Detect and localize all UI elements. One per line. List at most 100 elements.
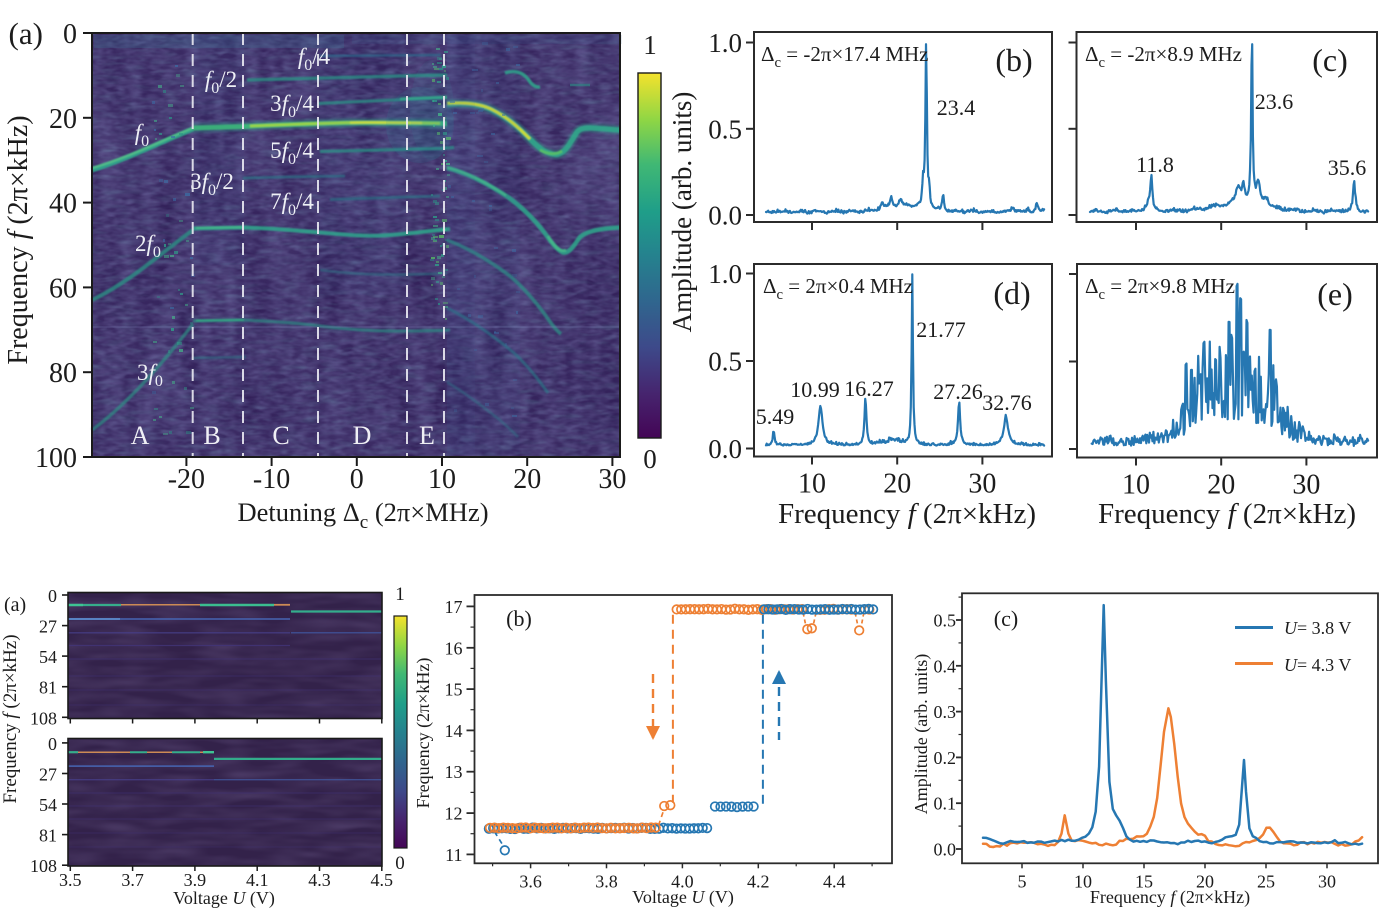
svg-text:3.6: 3.6 — [519, 871, 542, 891]
svg-text:15: 15 — [445, 680, 463, 700]
svg-text:11: 11 — [445, 845, 462, 865]
svg-text:81: 81 — [39, 826, 57, 846]
svg-text:20: 20 — [49, 104, 77, 135]
svg-text:23.6: 23.6 — [1255, 89, 1294, 114]
svg-text:Frequency (2π×kHz): Frequency (2π×kHz) — [413, 658, 434, 809]
svg-text:21.77: 21.77 — [916, 317, 966, 342]
svg-text:10: 10 — [1122, 470, 1150, 501]
svg-text:54: 54 — [39, 647, 57, 667]
svg-text:27: 27 — [39, 764, 57, 784]
svg-text:0: 0 — [350, 464, 364, 495]
svg-text:27: 27 — [39, 617, 57, 637]
svg-text:0.3: 0.3 — [934, 702, 957, 722]
svg-text:U= 4.3 V: U= 4.3 V — [1284, 655, 1351, 675]
svg-text:0.1: 0.1 — [934, 794, 957, 814]
svg-text:23.4: 23.4 — [937, 95, 976, 120]
svg-text:Amplitude (arb. units): Amplitude (arb. units) — [911, 654, 932, 814]
svg-text:1.0: 1.0 — [708, 259, 742, 289]
svg-text:(c): (c) — [994, 606, 1018, 631]
svg-text:4.0: 4.0 — [671, 871, 694, 891]
svg-text:4.4: 4.4 — [823, 871, 846, 891]
svg-text:1: 1 — [395, 584, 405, 605]
svg-text:108: 108 — [30, 856, 57, 876]
svg-text:0: 0 — [395, 853, 405, 874]
svg-text:32.76: 32.76 — [982, 390, 1032, 415]
svg-text:(b): (b) — [995, 42, 1032, 78]
svg-text:40: 40 — [49, 189, 77, 220]
svg-text:5: 5 — [1018, 871, 1027, 891]
svg-text:10: 10 — [798, 469, 826, 500]
svg-text:5.49: 5.49 — [756, 404, 795, 429]
svg-text:Voltage U (V): Voltage U (V) — [173, 888, 275, 909]
svg-text:30: 30 — [598, 464, 626, 495]
svg-text:80: 80 — [49, 358, 77, 389]
svg-text:(b): (b) — [506, 606, 532, 631]
svg-text:Frequency f (2π×kHz): Frequency f (2π×kHz) — [1090, 887, 1250, 908]
svg-text:1.0: 1.0 — [708, 28, 742, 58]
svg-text:f0: f0 — [135, 120, 149, 150]
svg-text:30: 30 — [1292, 470, 1320, 501]
svg-text:Frequency f (2π×kHz): Frequency f (2π×kHz) — [778, 498, 1036, 530]
svg-text:A: A — [131, 421, 150, 450]
svg-text:12: 12 — [445, 804, 463, 824]
svg-text:B: B — [203, 421, 220, 450]
svg-text:3.9: 3.9 — [184, 870, 207, 890]
svg-text:E: E — [419, 421, 435, 450]
svg-text:108: 108 — [30, 708, 57, 728]
svg-text:(c): (c) — [1312, 42, 1348, 78]
svg-text:D: D — [353, 421, 372, 450]
svg-text:Frequency f (2π×kHz): Frequency f (2π×kHz) — [3, 115, 34, 364]
svg-text:3.7: 3.7 — [121, 870, 144, 890]
svg-text:0.0: 0.0 — [708, 201, 742, 231]
svg-text:0.5: 0.5 — [708, 114, 742, 144]
svg-text:(a): (a) — [4, 594, 26, 616]
svg-text:17: 17 — [445, 597, 463, 617]
svg-text:54: 54 — [39, 795, 57, 815]
svg-text:13: 13 — [445, 762, 463, 782]
svg-text:10: 10 — [428, 464, 456, 495]
svg-text:1: 1 — [643, 30, 657, 60]
svg-text:60: 60 — [49, 273, 77, 304]
svg-text:10.99: 10.99 — [790, 377, 840, 402]
svg-text:20: 20 — [1207, 470, 1235, 501]
svg-text:0: 0 — [643, 444, 657, 474]
svg-text:0.4: 0.4 — [934, 656, 957, 676]
svg-text:30: 30 — [1318, 871, 1336, 891]
svg-text:U= 3.8 V: U= 3.8 V — [1284, 618, 1351, 638]
svg-text:(d): (d) — [993, 275, 1030, 311]
svg-text:10: 10 — [1074, 871, 1092, 891]
svg-text:0.0: 0.0 — [708, 434, 742, 464]
svg-text:4.5: 4.5 — [371, 870, 394, 890]
svg-text:Voltage U (V): Voltage U (V) — [632, 887, 734, 908]
svg-text:f0/2: f0/2 — [205, 67, 237, 97]
svg-text:16.27: 16.27 — [844, 376, 894, 401]
svg-text:-20: -20 — [168, 464, 205, 495]
svg-text:30: 30 — [968, 469, 996, 500]
svg-text:0.0: 0.0 — [934, 840, 957, 860]
svg-text:C: C — [272, 421, 289, 450]
svg-text:3.8: 3.8 — [595, 871, 618, 891]
svg-text:Amplitude (arb. units): Amplitude (arb. units) — [667, 92, 697, 333]
svg-text:3.5: 3.5 — [59, 870, 82, 890]
svg-text:11.8: 11.8 — [1136, 152, 1174, 177]
svg-text:20: 20 — [1196, 871, 1214, 891]
svg-text:100: 100 — [35, 443, 77, 474]
svg-text:20: 20 — [883, 469, 911, 500]
svg-text:35.6: 35.6 — [1328, 155, 1367, 180]
svg-text:81: 81 — [39, 678, 57, 698]
svg-text:-10: -10 — [253, 464, 290, 495]
svg-text:Frequency f (2π×kHz): Frequency f (2π×kHz) — [0, 634, 21, 803]
svg-text:(e): (e) — [1317, 276, 1353, 312]
svg-text:4.2: 4.2 — [747, 871, 770, 891]
svg-text:0.2: 0.2 — [934, 748, 957, 768]
svg-text:Δc = -2π×8.9 MHz: Δc = -2π×8.9 MHz — [1085, 42, 1242, 71]
svg-text:0.5: 0.5 — [934, 611, 957, 631]
svg-text:15: 15 — [1135, 871, 1153, 891]
svg-text:25: 25 — [1257, 871, 1275, 891]
svg-text:20: 20 — [513, 464, 541, 495]
svg-text:f0/4: f0/4 — [298, 44, 331, 74]
svg-text:14: 14 — [445, 721, 463, 741]
svg-text:4.1: 4.1 — [246, 870, 269, 890]
svg-text:27.26: 27.26 — [933, 379, 983, 404]
svg-text:4.3: 4.3 — [308, 870, 331, 890]
